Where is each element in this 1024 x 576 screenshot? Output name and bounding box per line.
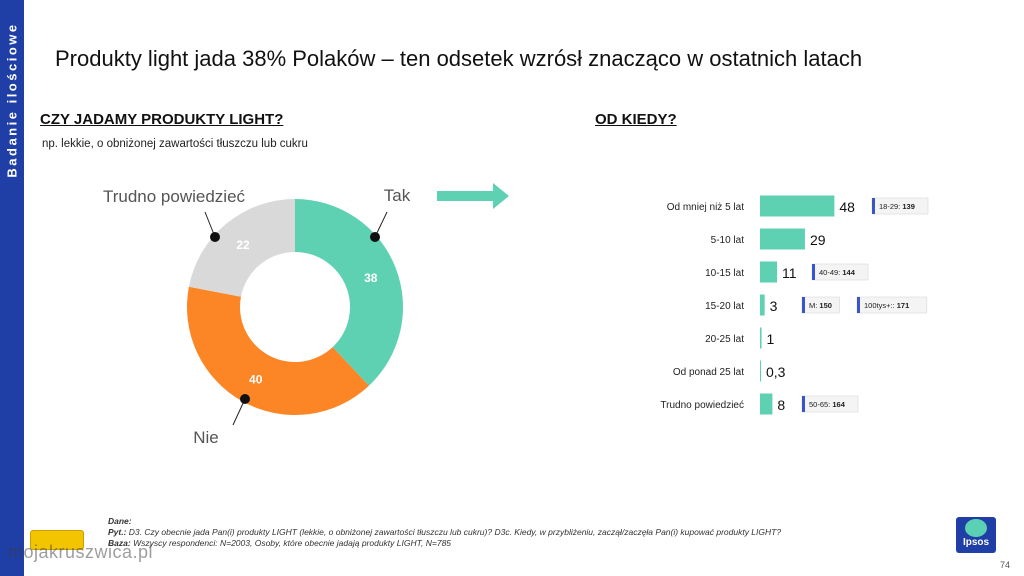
- annotation-badge: 100tys+:: 171: [856, 296, 928, 314]
- annotation-label: 100tys+::: [864, 301, 897, 310]
- donut-category-label: Nie: [193, 428, 219, 447]
- bar-value-label: 8: [777, 397, 785, 413]
- annotation-badge: M: 150: [801, 296, 840, 314]
- annotation-accent: [802, 396, 805, 412]
- bar-category-label: Od mniej niż 5 lat: [667, 202, 744, 213]
- annotation-accent: [872, 198, 875, 214]
- footer-baza-label: Baza:: [108, 538, 131, 548]
- bar: [760, 261, 778, 283]
- footer-pyt-text: D3. Czy obecnie jada Pan(i) produkty LIG…: [128, 527, 782, 537]
- annotation-accent: [802, 297, 805, 313]
- annotation-badge: 18-29: 139: [871, 197, 929, 215]
- footer-baza-text: Wszyscy respondenci: N=2003, Osoby, któr…: [133, 538, 452, 548]
- donut-category-label: Tak: [384, 186, 411, 205]
- annotation-value: 139: [902, 202, 915, 211]
- annotation-value: 164: [832, 400, 845, 409]
- left-section-heading: CZY JADAMY PRODUKTY LIGHT?: [40, 111, 284, 128]
- right-arrow-icon: [437, 183, 509, 209]
- bar-category-label: Od ponad 25 lat: [673, 367, 744, 378]
- annotation-text: 100tys+:: 171: [864, 301, 909, 310]
- bar-category-label: 20-25 lat: [705, 334, 744, 345]
- annotation-badge: 50-65: 164: [801, 395, 859, 413]
- annotation-label: 18-29:: [879, 202, 902, 211]
- donut-callout-dot: [210, 232, 220, 242]
- watermark-logo: [30, 530, 84, 550]
- bar: [760, 195, 835, 217]
- bar: [760, 228, 805, 250]
- footer-notes: Dane: Pyt.: D3. Czy obecnie jada Pan(i) …: [108, 516, 828, 549]
- annotation-text: M: 150: [809, 301, 832, 310]
- bar: [760, 294, 765, 316]
- bar-category-label: 10-15 lat: [705, 268, 744, 279]
- page-title: Produkty light jada 38% Polaków – ten od…: [55, 46, 863, 71]
- donut-category-label: Trudno powiedzieć: [103, 187, 246, 206]
- footer-dane-label: Dane:: [108, 516, 132, 526]
- ipsos-logo-circle: [965, 519, 987, 537]
- watermark-text: mojakruszwica.pl: [8, 542, 154, 562]
- donut-slice-tak: [295, 199, 403, 386]
- donut-slice-trudno-powiedzieć: [188, 199, 295, 297]
- annotation-text: 50-65: 164: [809, 400, 846, 409]
- donut-slice-nie: [187, 286, 369, 415]
- bar-value-label: 3: [770, 298, 778, 314]
- bar-value-label: 0,3: [766, 364, 786, 380]
- annotation-value: 150: [819, 301, 832, 310]
- bar-value-label: 29: [810, 232, 826, 248]
- bar-category-label: Trudno powiedzieć: [660, 400, 744, 411]
- sidebar: Badanie ilościowe: [0, 0, 24, 576]
- annotation-label: M:: [809, 301, 819, 310]
- bar: [760, 360, 761, 382]
- annotation-label: 40-49:: [819, 268, 842, 277]
- annotation-value: 144: [842, 268, 855, 277]
- annotation-label: 50-65:: [809, 400, 832, 409]
- donut-callout-dot: [370, 232, 380, 242]
- annotation-accent: [812, 264, 815, 280]
- annotation-text: 18-29: 139: [879, 202, 915, 211]
- left-section-subtitle: np. lekkie, o obniżonej zawartości tłusz…: [42, 138, 308, 150]
- bar-category-label: 15-20 lat: [705, 301, 744, 312]
- annotation-badge: 40-49: 144: [811, 263, 869, 281]
- donut-callout-dot: [240, 394, 250, 404]
- donut-value-label: 38: [364, 271, 378, 285]
- ipsos-logo-text: Ipsos: [962, 537, 990, 548]
- bar: [760, 327, 762, 349]
- ipsos-logo: Ipsos: [956, 517, 996, 553]
- bar-value-label: 1: [767, 331, 775, 347]
- donut-value-label: 22: [236, 238, 250, 252]
- bar-category-label: 5-10 lat: [711, 235, 745, 246]
- donut-value-label: 40: [249, 372, 263, 386]
- right-section-heading: OD KIEDY?: [595, 111, 677, 128]
- bar-value-label: 48: [839, 199, 855, 215]
- annotation-accent: [857, 297, 860, 313]
- footer-pyt-label: Pyt.:: [108, 527, 127, 537]
- annotation-value: 171: [897, 301, 910, 310]
- page-number: 74: [999, 560, 1010, 570]
- bar: [760, 393, 773, 415]
- annotation-text: 40-49: 144: [819, 268, 856, 277]
- bar-value-label: 11: [782, 265, 797, 281]
